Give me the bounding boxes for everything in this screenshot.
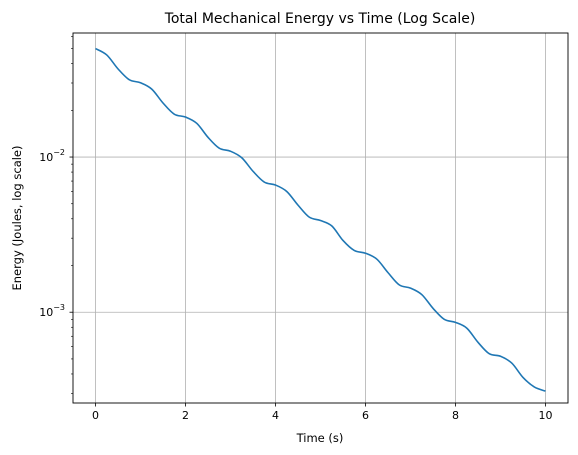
y-tick-exponent: −2 xyxy=(53,148,65,157)
x-tick-label: 2 xyxy=(182,409,189,422)
x-tick-label: 6 xyxy=(362,409,369,422)
x-tick-label: 0 xyxy=(92,409,99,422)
energy-series-line xyxy=(95,47,546,392)
plot-frame xyxy=(72,32,569,404)
x-tick-label: 10 xyxy=(539,409,553,422)
series-group xyxy=(95,47,546,392)
grid xyxy=(73,33,568,403)
x-tick-label: 8 xyxy=(452,409,459,422)
y-axis-label: Energy (Joules, log scale) xyxy=(10,146,24,291)
x-tick-label: 4 xyxy=(272,409,279,422)
chart-title: Total Mechanical Energy vs Time (Log Sca… xyxy=(164,11,476,27)
y-tick-label: 10−3 xyxy=(39,303,65,319)
x-axis-label: Time (s) xyxy=(296,431,344,445)
y-tick-base: 10 xyxy=(39,151,53,164)
y-tick-base: 10 xyxy=(39,306,53,319)
y-tick-exponent: −3 xyxy=(53,303,65,312)
y-tick-label: 10−2 xyxy=(39,148,65,164)
